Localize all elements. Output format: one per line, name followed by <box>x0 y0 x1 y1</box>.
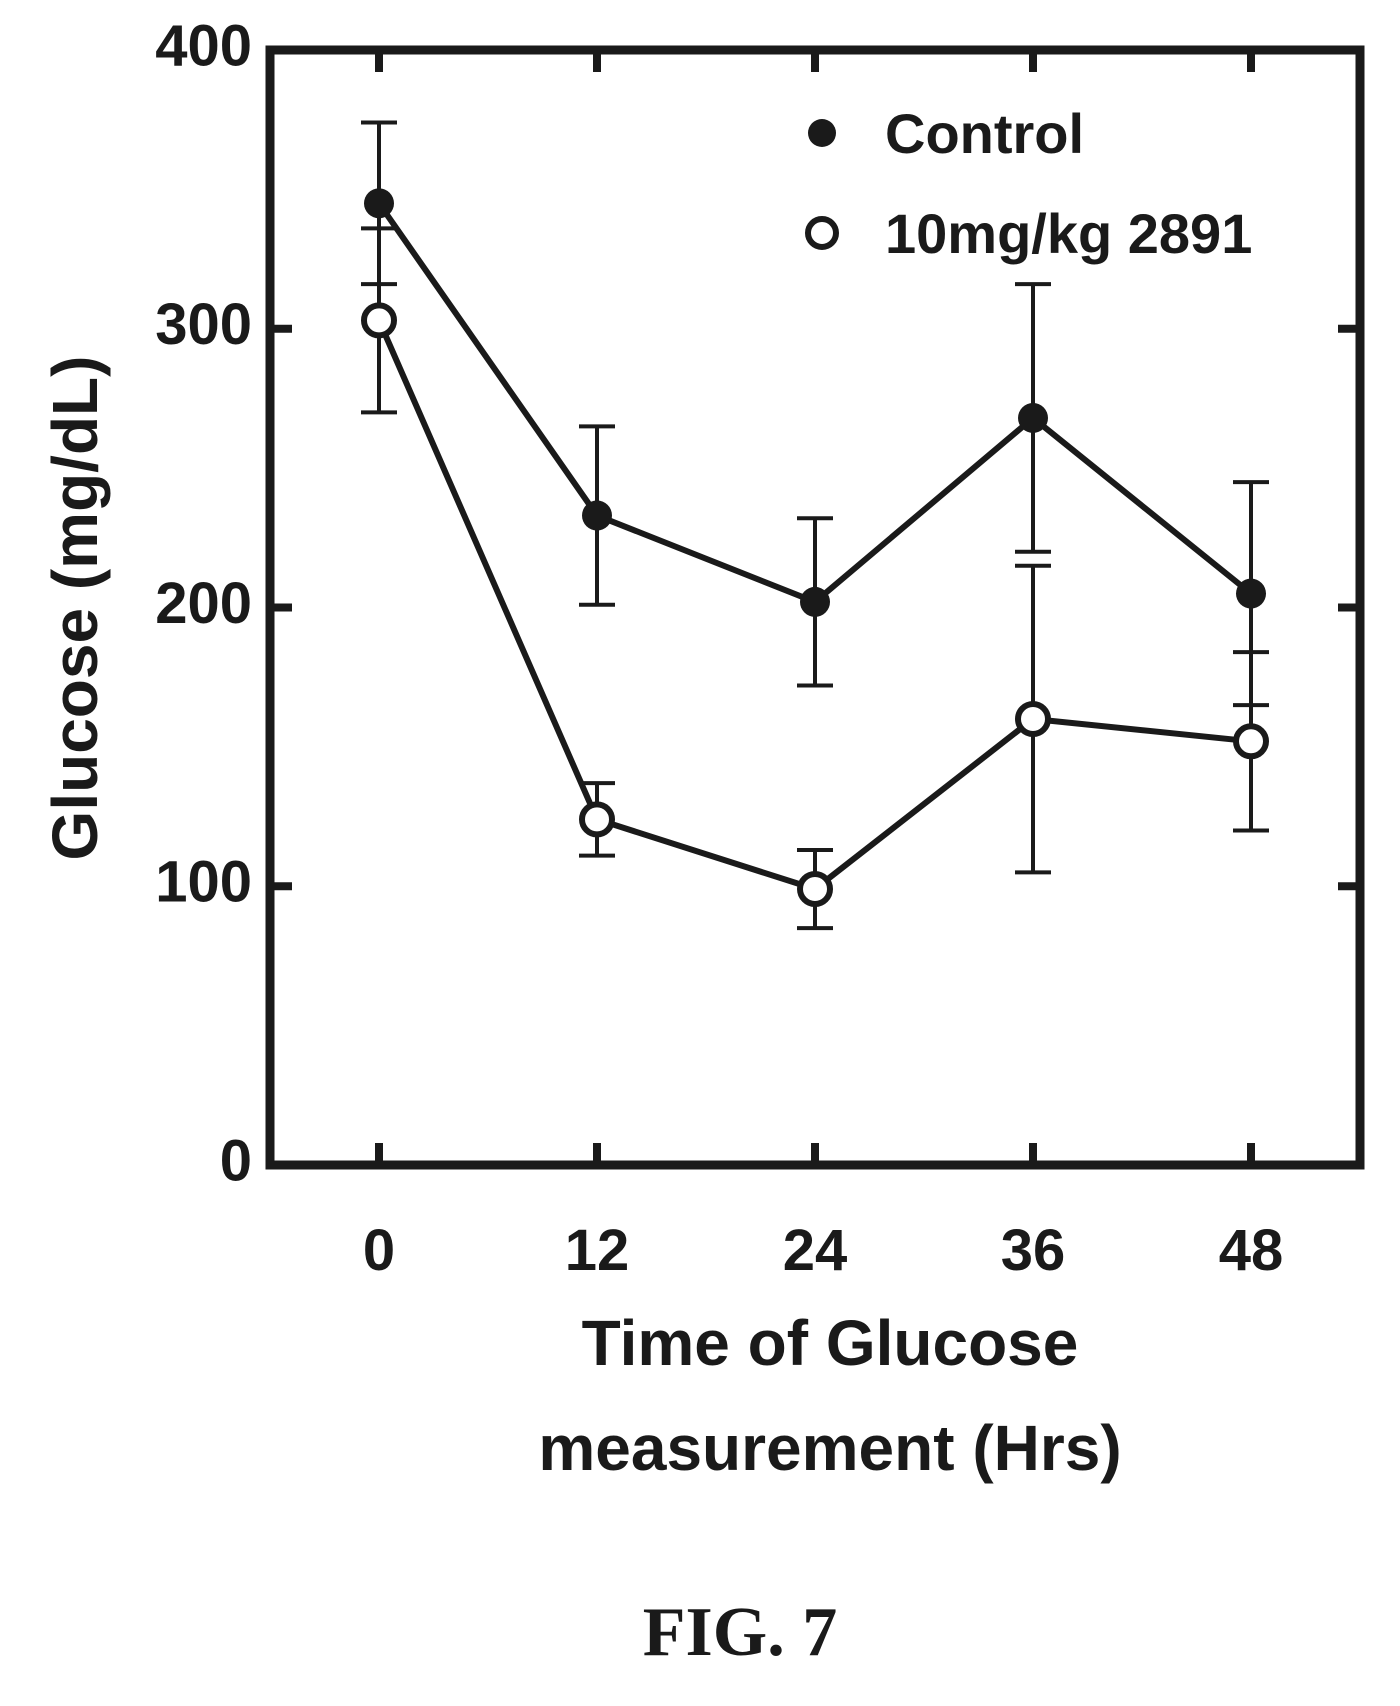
x-axis-title-line1: Time of Glucose <box>582 1307 1079 1379</box>
x-tick-label: 36 <box>1001 1218 1066 1283</box>
x-tick-label: 48 <box>1219 1218 1284 1283</box>
x-tick-label: 12 <box>565 1218 630 1283</box>
series-control <box>361 120 1269 708</box>
x-axis-title-line2: measurement (Hrs) <box>538 1412 1121 1484</box>
data-point <box>1018 402 1048 433</box>
data-point <box>364 188 394 219</box>
x-tick-label: 24 <box>783 1218 848 1283</box>
data-point <box>797 871 833 908</box>
legend: Control 10mg/kg 2891 <box>805 102 1252 265</box>
y-tick-label: 100 <box>155 850 252 915</box>
series-layer <box>361 120 1269 931</box>
legend-label-treatment: 10mg/kg 2891 <box>885 202 1252 265</box>
data-point <box>1236 578 1266 609</box>
y-axis-title: Glucose (mg/dL) <box>39 356 111 861</box>
data-point <box>800 586 830 617</box>
y-tick-label: 300 <box>155 292 252 357</box>
axis-ticks <box>270 46 1360 1169</box>
legend-marker-treatment <box>805 216 839 250</box>
data-point <box>1233 723 1269 760</box>
y-tick-label: 200 <box>155 571 252 636</box>
series-treatment <box>361 226 1269 931</box>
figure-caption: FIG. 7 <box>643 1594 837 1671</box>
data-point <box>1015 701 1051 737</box>
x-tick-label: 0 <box>363 1218 395 1283</box>
y-tick-label: 0 <box>220 1128 252 1193</box>
x-tick-labels: 0 12 24 36 48 <box>363 1218 1283 1283</box>
data-point <box>579 801 615 838</box>
legend-label-control: Control <box>885 102 1084 165</box>
data-point <box>582 500 612 531</box>
y-tick-labels: 0 100 200 300 400 <box>155 13 252 1193</box>
legend-marker-control <box>808 119 836 147</box>
y-tick-label: 400 <box>155 13 252 78</box>
data-point <box>361 302 397 339</box>
